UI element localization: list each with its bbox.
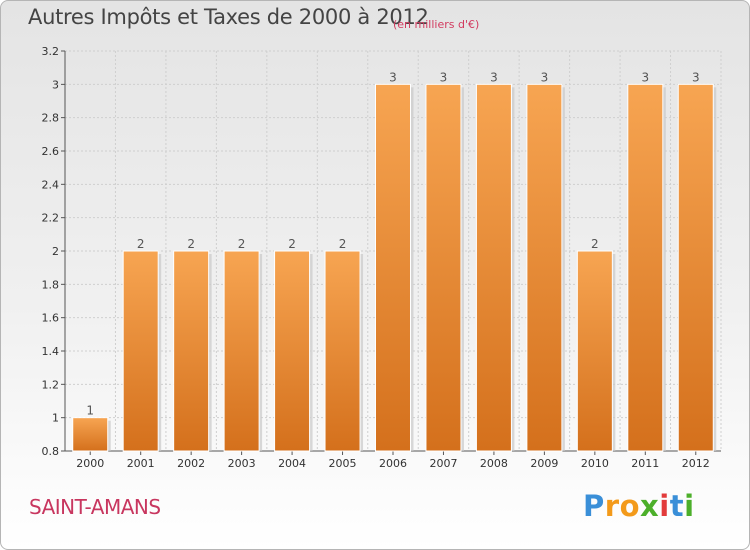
bar bbox=[576, 250, 613, 452]
x-tick-label: 2012 bbox=[682, 457, 710, 470]
y-tick-label: 2.2 bbox=[42, 212, 60, 225]
chart-title: Autres Impôts et Taxes de 2000 à 2012 bbox=[28, 5, 429, 29]
logo-letter: P bbox=[583, 489, 605, 523]
bar bbox=[72, 417, 109, 452]
place-name: SAINT-AMANS bbox=[29, 495, 161, 519]
y-tick-label: 2.6 bbox=[42, 145, 60, 158]
y-tick-label: 3.2 bbox=[42, 45, 60, 58]
x-tick-label: 2004 bbox=[278, 457, 306, 470]
bar-value-label: 3 bbox=[641, 70, 649, 84]
y-tick-label: 1.6 bbox=[42, 312, 60, 325]
bar-value-label: 3 bbox=[389, 70, 397, 84]
logo-letter: i bbox=[684, 489, 695, 523]
bar bbox=[375, 83, 411, 452]
x-tick-label: 2003 bbox=[228, 457, 256, 470]
bar-value-label: 2 bbox=[288, 237, 296, 251]
bars bbox=[72, 83, 717, 452]
x-tick-label: 2001 bbox=[127, 457, 155, 470]
y-tick-label: 1.2 bbox=[42, 378, 60, 391]
bar bbox=[475, 83, 512, 452]
x-tick-label: 2007 bbox=[429, 457, 457, 470]
logo-letter: x bbox=[640, 489, 660, 523]
bar-value-label: 2 bbox=[187, 237, 195, 251]
logo-letter: r bbox=[604, 489, 620, 523]
bar-value-label: 2 bbox=[238, 237, 246, 251]
bar-value-label: 2 bbox=[591, 237, 599, 251]
bar bbox=[677, 83, 714, 452]
x-tick-label: 2008 bbox=[480, 457, 508, 470]
y-tick-label: 3 bbox=[52, 78, 59, 91]
bar bbox=[122, 250, 159, 452]
y-tick-label: 0.8 bbox=[42, 445, 60, 458]
y-tick-label: 2.4 bbox=[42, 178, 60, 191]
axes: 0.8 1 1.2 1.4 1.6 1.8 2 2.2 2.4 2.6 2.8 3 3.2 bbox=[42, 45, 721, 458]
y-tick-label: 1 bbox=[52, 412, 59, 425]
x-tick-label: 2009 bbox=[530, 457, 558, 470]
bar-value-label: 2 bbox=[137, 237, 145, 251]
bar bbox=[526, 83, 563, 452]
bar bbox=[425, 83, 462, 452]
logo-letter: i bbox=[659, 489, 670, 523]
x-tick-label: 2011 bbox=[631, 457, 659, 470]
bar bbox=[274, 250, 311, 452]
bar-value-label: 3 bbox=[440, 70, 448, 84]
bar bbox=[627, 83, 664, 452]
bar-value-label: 3 bbox=[692, 70, 700, 84]
y-tick-label: 2 bbox=[52, 245, 59, 258]
bar bbox=[223, 250, 260, 452]
logo-letter: o bbox=[619, 489, 641, 523]
y-tick-label: 2.8 bbox=[42, 112, 60, 125]
x-tick-label: 2000 bbox=[76, 457, 104, 470]
y-tick-label: 1.4 bbox=[42, 345, 60, 358]
x-tick-label: 2010 bbox=[581, 457, 609, 470]
bar bbox=[173, 250, 210, 452]
y-tick-label: 1.8 bbox=[42, 278, 60, 291]
chart-subtitle: (en milliers d'€) bbox=[393, 18, 480, 31]
bar-value-label: 3 bbox=[490, 70, 498, 84]
x-tick-label: 2006 bbox=[379, 457, 407, 470]
logo-letter: t bbox=[669, 489, 685, 523]
proxiti-logo[interactable]: Proxiti bbox=[583, 489, 695, 523]
x-tick-label: 2005 bbox=[329, 457, 357, 470]
bar-value-label: 3 bbox=[541, 70, 549, 84]
labels: 2000 1 2001 2 2002 2 2003 2 2004 2 2005 2 2006 3 2007 3… bbox=[76, 70, 710, 470]
bar-value-label: 1 bbox=[86, 404, 94, 418]
x-tick-label: 2002 bbox=[177, 457, 205, 470]
bar-value-label: 2 bbox=[339, 237, 347, 251]
bar bbox=[324, 250, 361, 452]
